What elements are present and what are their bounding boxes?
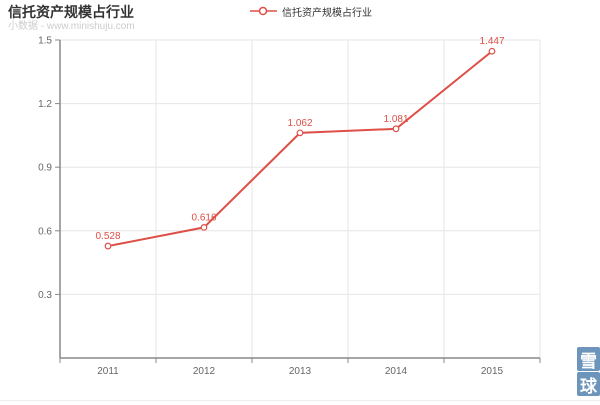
data-point-label: 0.616: [191, 212, 216, 223]
xueqiu-logo-tile-top: 雪: [577, 347, 600, 371]
page-subtitle: 小数据 - www.minishuju.com: [8, 21, 135, 32]
y-axis-tick-label: 0.9: [38, 163, 52, 174]
series-line: [107, 50, 493, 248]
y-axis-tick-label: 0.3: [38, 290, 52, 301]
x-axis-tick-label: 2011: [97, 366, 119, 377]
data-point-marker: [392, 125, 400, 133]
page-title: 信托资产规模占行业: [8, 4, 134, 20]
y-axis-tick-label: 1.5: [38, 36, 52, 47]
y-axis-tick-label: 0.6: [38, 226, 52, 237]
data-point-label: 0.528: [95, 231, 120, 242]
legend-line-circle-icon: [250, 6, 277, 16]
data-point-marker: [488, 47, 496, 55]
data-point-marker: [296, 129, 304, 137]
y-axis-tick-label: 1.2: [38, 99, 52, 110]
data-point-marker: [200, 224, 208, 231]
xueqiu-logo: 雪 球: [577, 347, 600, 396]
data-point-label: 1.447: [479, 36, 504, 47]
x-axis-tick-label: 2015: [481, 366, 504, 377]
legend-item[interactable]: 信托资产规模占行业: [250, 3, 372, 19]
data-point-label: 1.081: [383, 114, 408, 125]
data-point-label: 1.062: [287, 118, 312, 129]
x-axis-tick-label: 2012: [193, 366, 216, 377]
xueqiu-logo-tile-bottom: 球: [577, 372, 600, 396]
x-axis-tick-label: 2013: [289, 366, 312, 377]
legend-label: 信托资产规模占行业: [282, 7, 372, 19]
data-point-marker: [104, 242, 112, 250]
x-axis-tick-label: 2014: [385, 366, 408, 377]
